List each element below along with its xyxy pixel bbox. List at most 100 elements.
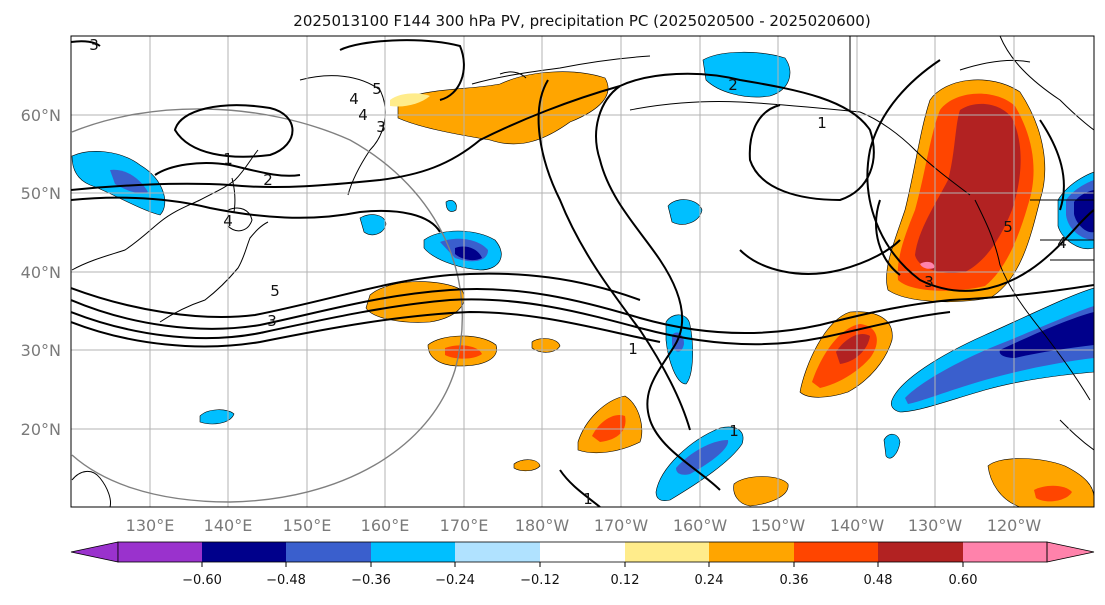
negative-anomaly-region [1074, 190, 1094, 233]
coastline [71, 149, 259, 271]
coastline [1059, 419, 1094, 451]
contour-label: 4 [358, 106, 368, 124]
pv-contour [71, 310, 661, 348]
contour-label: 1 [628, 340, 638, 358]
negative-anomaly-region [199, 409, 235, 425]
colorbar-segment [963, 542, 1047, 562]
coastline [499, 71, 527, 79]
map-panel: 3 4 5 4 3 1 2 4 2 1 5 3 1 1 5 4 3 1 [71, 36, 1094, 508]
positive-anomaly-region [592, 414, 626, 442]
map-frame [70, 35, 1095, 508]
lat-label: 40°N [21, 263, 61, 282]
gridlines [71, 36, 1094, 507]
colorbar-tick-label: 0.48 [864, 573, 893, 588]
coastline [974, 199, 1091, 401]
coastline [859, 111, 971, 196]
contour-label: 3 [89, 36, 99, 54]
contour-label: 1 [583, 490, 593, 508]
coastline [471, 55, 651, 85]
lon-label: 120°W [987, 516, 1042, 535]
coastline [999, 36, 1094, 131]
colorbar-segment [794, 542, 878, 562]
positive-anomaly-region [390, 93, 430, 107]
negative-anomaly-region [883, 433, 901, 459]
contour-label: 2 [728, 76, 738, 94]
pv-contour [71, 85, 621, 191]
colorbar-extend-high [1046, 541, 1095, 563]
pv-contour [559, 469, 601, 507]
negative-anomaly-region [667, 199, 703, 225]
positive-anomaly-region [836, 333, 870, 364]
colorbar-tick-label: 0.60 [949, 573, 978, 588]
colorbar-segment [540, 542, 625, 562]
pv-contour [173, 104, 294, 158]
contour-label: 5 [270, 282, 280, 300]
colorbar-ticks [201, 562, 964, 567]
contour-label: 1 [817, 114, 827, 132]
contour-label: 4 [349, 90, 359, 108]
coastline [959, 59, 1031, 71]
lon-label: 150°W [751, 516, 806, 535]
colorbar-segment [878, 542, 963, 562]
colorbar-tick-label: 0.12 [611, 573, 640, 588]
colorbar-segment [371, 542, 455, 562]
lat-label: 30°N [21, 341, 61, 360]
lon-label: 140°W [830, 516, 885, 535]
pv-contours [71, 39, 1094, 507]
pv-contour [875, 199, 901, 276]
coastline [159, 221, 269, 323]
lat-labels: 60°N 50°N 40°N 30°N 20°N [21, 106, 61, 439]
coastline [231, 177, 236, 213]
lon-label: 150°E [283, 516, 332, 535]
colorbar-segment [455, 542, 540, 562]
contour-label: 3 [376, 118, 386, 136]
lat-label: 20°N [21, 420, 61, 439]
contour-label: 1 [223, 150, 233, 168]
coastline [227, 207, 253, 232]
lon-label: 170°E [440, 516, 489, 535]
colorbar: −0.60 −0.48 −0.36 −0.24 −0.12 0.12 0.24 … [70, 541, 1095, 588]
coastline [71, 471, 111, 507]
positive-anomaly-region [733, 476, 789, 507]
pv-contour [71, 272, 641, 318]
positive-anomaly-region [513, 459, 541, 472]
lon-label: 130°W [908, 516, 963, 535]
contour-label: 3 [267, 312, 277, 330]
lon-label: 180°W [515, 516, 570, 535]
contour-label: 2 [263, 171, 273, 189]
positive-anomaly-region [915, 103, 1021, 274]
pv-contour [71, 298, 951, 346]
pv-contour [1039, 119, 1065, 211]
colorbar-tick-label: −0.60 [182, 573, 222, 588]
contour-label: 4 [1057, 234, 1067, 252]
colorbar-segment [709, 542, 794, 562]
lat-label: 50°N [21, 184, 61, 203]
positive-anomaly-region [1034, 485, 1072, 502]
pv-contour [619, 72, 875, 202]
negative-anomaly-region [999, 312, 1094, 358]
positive-anomaly-region [397, 71, 609, 145]
colorbar-tick-labels: −0.60 −0.48 −0.36 −0.24 −0.12 0.12 0.24 … [182, 573, 977, 588]
colorbar-tick-label: 0.36 [780, 573, 809, 588]
colorbar-segment [286, 542, 371, 562]
lon-labels: 130°E 140°E 150°E 160°E 170°E 180°W 170°… [126, 516, 1042, 535]
contour-label: 4 [223, 212, 233, 230]
pv-contour [154, 162, 301, 177]
contour-labels: 3 4 5 4 3 1 2 4 2 1 5 3 1 1 5 4 3 1 [89, 36, 1067, 508]
pv-contour [595, 85, 721, 491]
colorbar-tick-label: −0.48 [266, 573, 306, 588]
lon-label: 170°W [594, 516, 649, 535]
lon-label: 140°E [204, 516, 253, 535]
pv-contour [71, 196, 441, 233]
colorbar-frame [117, 541, 1048, 563]
pv-contour [71, 40, 101, 47]
negative-anomaly-region [110, 169, 148, 194]
colorbar-segment [625, 542, 709, 562]
contour-label: 5 [1003, 218, 1013, 236]
great-circle-outline [71, 108, 463, 503]
pv-contour [537, 79, 691, 431]
contour-label: 5 [372, 80, 382, 98]
colorbar-tick-label: 0.24 [695, 573, 724, 588]
